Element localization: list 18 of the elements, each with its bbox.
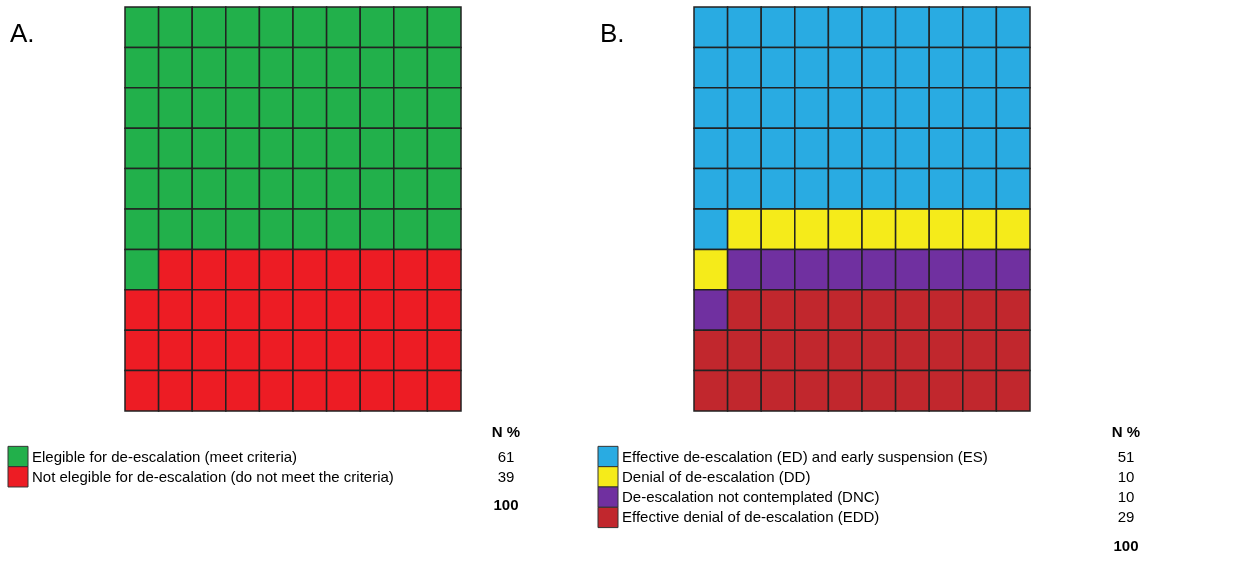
data-label: 39	[497, 467, 515, 485]
category-label: Elegible for de-escalation (meet criteria)	[32, 447, 298, 465]
text: B.	[600, 18, 625, 48]
category-label: Denial of de-escalation (DD)	[622, 467, 811, 485]
category-label: Not elegible for de-escalation (do not meet the criteria)	[32, 467, 394, 485]
legend-title: N %	[1111, 423, 1141, 441]
category-label: Effective denial of de-escalation (EDD)	[622, 508, 880, 526]
data-label: 51	[1117, 447, 1135, 465]
data-label: 29	[1117, 508, 1135, 526]
category-label: Effective de-escalation (ED) and early suspension (ES)	[622, 447, 988, 465]
data-label: 61	[497, 447, 515, 465]
legend-title: N %	[491, 423, 521, 441]
text: A.	[10, 18, 35, 48]
category-label: De-escalation not contemplated (DNC)	[622, 488, 880, 506]
data-label: 10	[1117, 488, 1135, 506]
text: 100	[1113, 536, 1139, 554]
data-label: 10	[1117, 467, 1135, 485]
text: 100	[493, 496, 519, 514]
